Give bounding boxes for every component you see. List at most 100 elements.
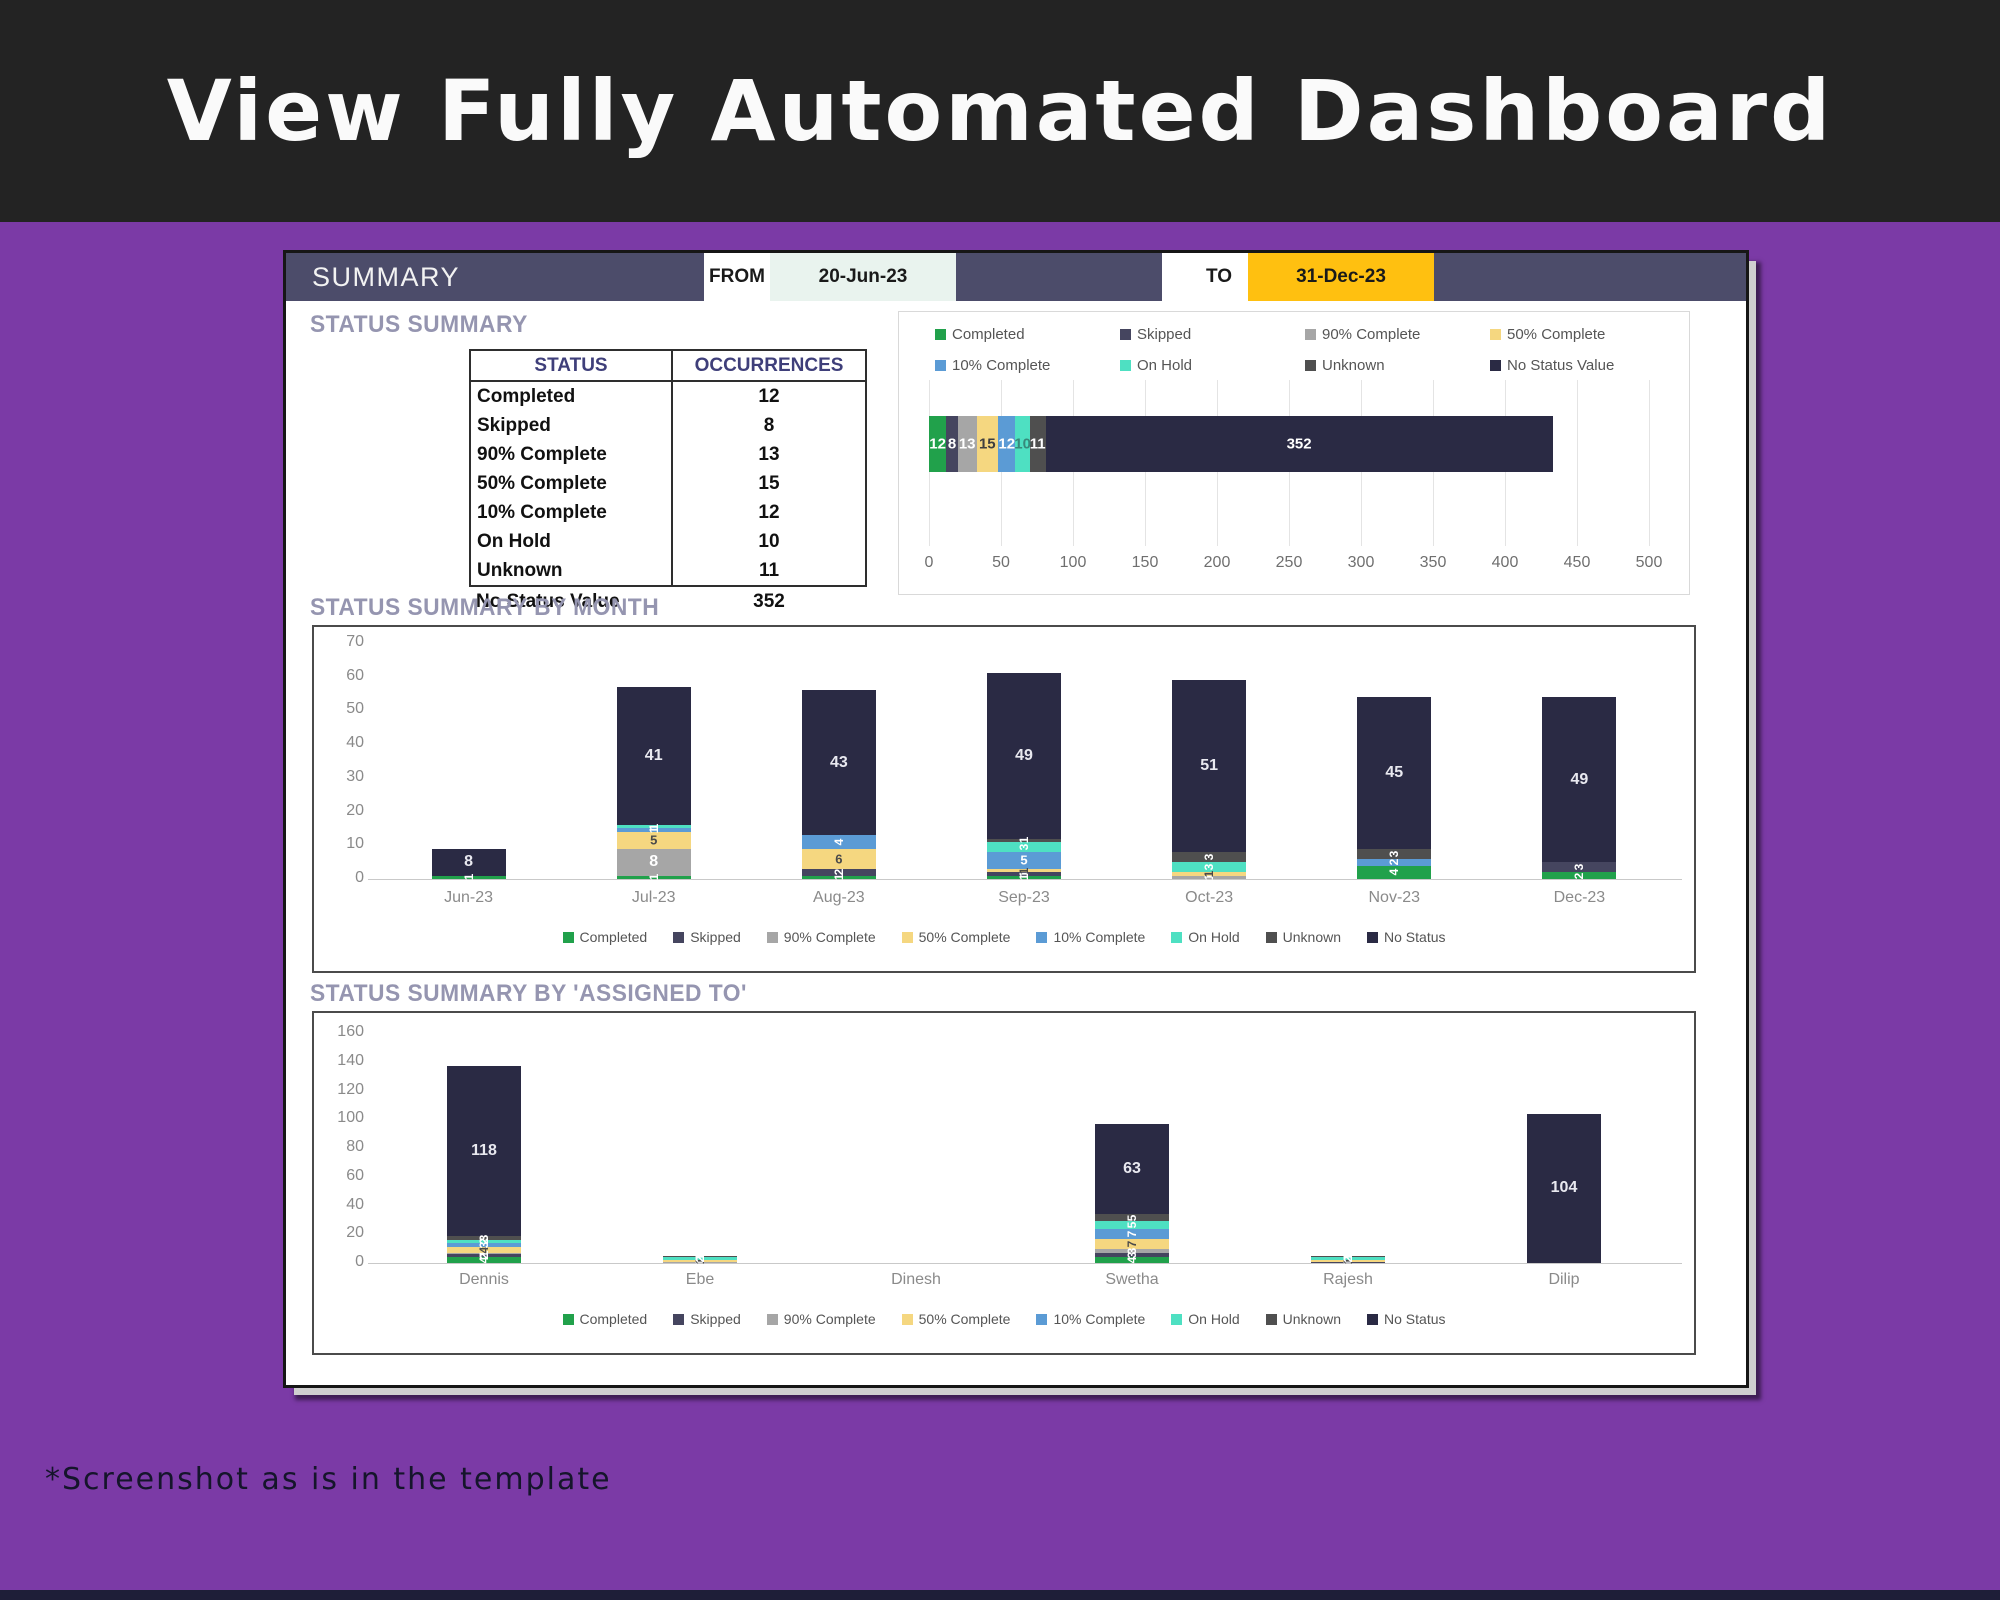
legend-label: Completed [952, 326, 1025, 343]
bar-segment [1542, 872, 1617, 879]
axis-tick-label: 20 [346, 1224, 364, 1242]
occurrences-cell: 12 [671, 498, 867, 527]
from-date-field[interactable]: 20-Jun-23 [770, 253, 956, 301]
bar-segment [616, 828, 691, 832]
occurrences-cell: 10 [671, 527, 867, 556]
legend-swatch [766, 1313, 778, 1325]
legend-swatch [562, 931, 574, 943]
bar-value-label: 45 [1385, 763, 1404, 781]
axis-tick-label: 450 [1563, 554, 1591, 571]
bar-value-label: 7 [1125, 1230, 1139, 1237]
bar-segment [987, 838, 1061, 842]
legend-item: Skipped [673, 929, 741, 945]
bar-value-label: 3 [1387, 850, 1402, 858]
bar-segment [1311, 1261, 1385, 1263]
bar-segment [447, 1242, 521, 1248]
legend-label: Unknown [1322, 357, 1385, 374]
legend-swatch [935, 360, 946, 371]
gridline [1649, 380, 1650, 546]
page-title: View Fully Automated Dashboard [166, 62, 1834, 160]
axis-tick-label: 0 [924, 554, 934, 571]
legend-swatch [1171, 1313, 1183, 1325]
bottom-strip [0, 1590, 2000, 1600]
dashboard-header: SUMMARY FROM 20-Jun-23 TO 31-Dec-23 [286, 253, 1746, 301]
bar-value-label: 5 [1125, 1214, 1139, 1222]
bar-segment [801, 835, 876, 849]
legend-item: On Hold [1171, 929, 1240, 945]
bar-segment [431, 848, 506, 876]
hero-banner: View Fully Automated Dashboard [0, 0, 2000, 222]
bar-segment [1015, 416, 1030, 472]
legend-swatch [1265, 931, 1277, 943]
bar-value-label: 49 [1570, 770, 1589, 788]
legend-swatch [1120, 360, 1131, 371]
bar-segment [1029, 416, 1046, 472]
bar-segment [1172, 680, 1247, 853]
category-label: Jul-23 [631, 889, 676, 906]
occurrences-cell: 352 [753, 590, 785, 612]
legend-item: Skipped [673, 1311, 741, 1327]
category-label: Rajesh [1323, 1271, 1373, 1288]
axis-tick-label: 150 [1131, 554, 1159, 571]
bar-segment [1357, 865, 1432, 879]
bar-value-label: 1 [646, 873, 661, 881]
legend-item: 90% Complete [766, 1311, 876, 1327]
legend-swatch [1490, 329, 1501, 340]
bar-value-label: 49 [1015, 746, 1033, 764]
legend-swatch [901, 931, 913, 943]
occurrences-cell: 8 [671, 411, 867, 440]
bar-segment [929, 416, 947, 472]
table-row: 10% Complete 12 [469, 498, 867, 527]
header-spacer [956, 253, 1162, 301]
bar-value-label: 6 [835, 851, 843, 867]
legend-item: No Status [1367, 1311, 1446, 1327]
x-axis-line [368, 1263, 1682, 1264]
x-axis-line [368, 879, 1682, 880]
legend-label: Unknown [1282, 929, 1342, 945]
bar-value-label: 1 [1017, 836, 1031, 844]
legend-swatch [1490, 360, 1501, 371]
status-cell: No Status Value [476, 590, 620, 612]
legend-item: 90% Complete [1305, 326, 1490, 343]
to-date-field[interactable]: 31-Dec-23 [1248, 253, 1434, 301]
table-row: Unknown 11 [469, 556, 867, 587]
category-label: Dinesh [891, 1271, 941, 1288]
legend-item: 10% Complete [1036, 1311, 1145, 1327]
bar-segment [946, 416, 958, 472]
bar-value-label: 1 [461, 873, 476, 881]
legend-label: 10% Complete [1053, 929, 1146, 945]
category-label: Swetha [1105, 1271, 1159, 1288]
bar-segment [1095, 1228, 1169, 1239]
legend-label: On Hold [1137, 357, 1193, 374]
bar-segment [1311, 1257, 1385, 1261]
status-cell: 90% Complete [469, 440, 673, 469]
axis-tick-label: 160 [337, 1023, 364, 1040]
bar-segment [1542, 696, 1617, 863]
status-cell: 50% Complete [469, 469, 673, 498]
bar-value-label: 4 [1387, 868, 1402, 876]
bar-value-label: 8 [947, 435, 957, 453]
bar-segment [1357, 696, 1432, 849]
dashboard-card: SUMMARY FROM 20-Jun-23 TO 31-Dec-23 STAT… [283, 250, 1749, 1388]
legend-item: Unknown [1305, 357, 1490, 374]
legend-label: Skipped [1137, 326, 1192, 343]
legend-label: No Status Value [1507, 357, 1615, 374]
legend-item: 10% Complete [935, 357, 1120, 374]
bar-value-label: 63 [1123, 1159, 1141, 1177]
bar-segment [987, 872, 1061, 876]
bar-segment [616, 848, 691, 876]
bar-value-label: 43 [829, 753, 848, 771]
table-row: 50% Complete 15 [469, 469, 867, 498]
bar-value-label: 1 [646, 823, 661, 831]
page-background: SUMMARY FROM 20-Jun-23 TO 31-Dec-23 STAT… [0, 222, 2000, 1600]
category-label: Nov-23 [1368, 889, 1421, 906]
category-label: Oct-23 [1185, 889, 1234, 906]
legend-swatch [1171, 931, 1183, 943]
chart-legend: Completed Skipped 90% Complete 50% Complete… [314, 1311, 1694, 1327]
occurrences-cell: 12 [671, 381, 867, 411]
category-label: Jun-23 [444, 889, 494, 906]
bar-segment [1172, 852, 1247, 863]
gridline [1577, 380, 1578, 546]
legend-label: Skipped [690, 929, 741, 945]
legend-swatch [1120, 329, 1131, 340]
